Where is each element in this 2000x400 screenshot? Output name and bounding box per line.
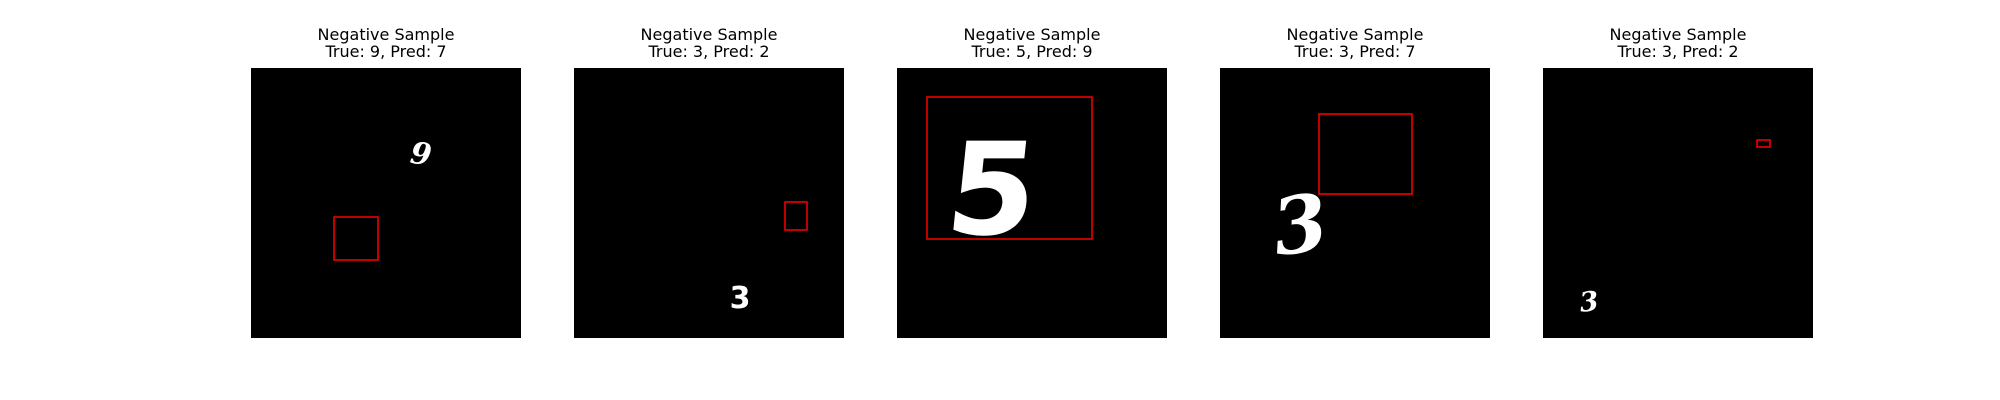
panel-subtitle: True: 3, Pred: 2 (1617, 42, 1739, 61)
prediction-box (333, 216, 379, 261)
prediction-box (1756, 139, 1771, 148)
prediction-box (784, 201, 808, 231)
sample-image-5: 3 (1543, 68, 1813, 338)
handwritten-digit: 9 (408, 136, 434, 174)
panel-heading: Negative Sample (963, 25, 1101, 44)
panel-subtitle: True: 9, Pred: 7 (325, 42, 447, 61)
panel-title-1: Negative Sample True: 9, Pred: 7 (211, 26, 561, 60)
panel-subtitle: True: 5, Pred: 9 (971, 42, 1093, 61)
panel-title-3: Negative Sample True: 5, Pred: 9 (857, 26, 1207, 60)
panel-subtitle: True: 3, Pred: 2 (648, 42, 770, 61)
panel-heading: Negative Sample (1286, 25, 1424, 44)
panel-subtitle: True: 3, Pred: 7 (1294, 42, 1416, 61)
prediction-box (1318, 113, 1413, 195)
panel-heading: Negative Sample (1609, 25, 1747, 44)
handwritten-digit: 3 (730, 281, 751, 316)
sample-image-3: 5 (897, 68, 1167, 338)
panel-title-5: Negative Sample True: 3, Pred: 2 (1503, 26, 1853, 60)
handwritten-digit: 3 (1578, 286, 1600, 319)
sample-image-1: 9 (251, 68, 521, 338)
handwritten-digit: 3 (1267, 177, 1333, 275)
panel-heading: Negative Sample (317, 25, 455, 44)
handwritten-digit: 5 (940, 116, 1045, 265)
sample-image-2: 3 (574, 68, 844, 338)
prediction-box (926, 96, 1093, 240)
sample-image-4: 3 (1220, 68, 1490, 338)
panel-title-2: Negative Sample True: 3, Pred: 2 (534, 26, 884, 60)
panel-title-4: Negative Sample True: 3, Pred: 7 (1180, 26, 1530, 60)
panel-heading: Negative Sample (640, 25, 778, 44)
